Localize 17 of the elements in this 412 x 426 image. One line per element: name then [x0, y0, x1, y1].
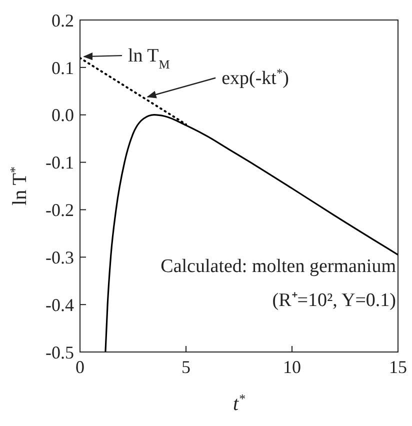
x-tick-label: 5 [182, 356, 190, 377]
x-axis-title: t$^{*}$ [232, 390, 246, 415]
y-tick-label: -0.2 [46, 200, 74, 220]
x-tick-label: 15 [389, 356, 407, 377]
annotation: Calculated: molten germanium [160, 256, 396, 277]
y-tick-label: 0.0 [52, 105, 74, 126]
y-tick-label: 0.2 [52, 10, 74, 30]
y-tick-label: -0.1 [46, 152, 74, 173]
y-tick-label: 0.1 [52, 58, 74, 78]
annotation: exp(-kt$^{*}$) [222, 66, 289, 89]
annotation: ln T$_{M}$ [128, 46, 170, 72]
annotation: (R⁺=10², Y=0.1) [272, 290, 396, 311]
y-tick-label: -0.4 [46, 294, 74, 315]
y-tick-label: -0.5 [46, 342, 74, 362]
y-tick-label: -0.3 [46, 248, 74, 268]
x-tick-label: 10 [283, 356, 301, 377]
x-tick-label: 0 [76, 356, 84, 377]
